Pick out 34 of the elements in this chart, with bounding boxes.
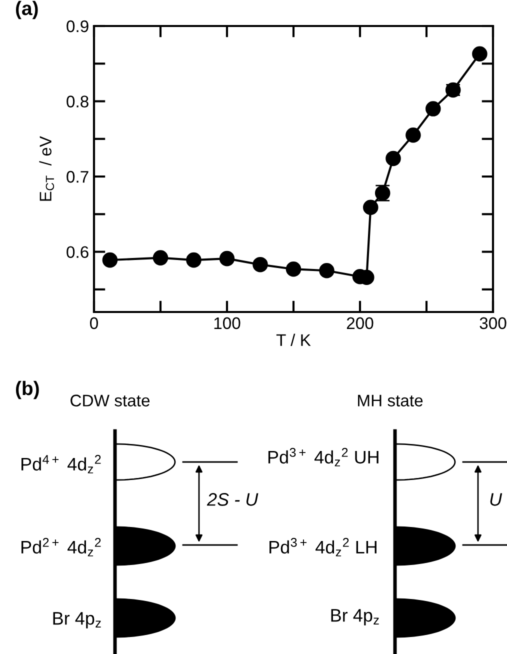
- text: Br 4p$_{z}$: [331, 609, 379, 626]
- y-tick-label: 0.8: [66, 96, 88, 108]
- y-tick-label: 0.6: [66, 246, 88, 258]
- x-tick-label: 300: [480, 317, 506, 330]
- y-tick-label: 0.7: [66, 170, 88, 183]
- text: Pd$^{4+}$ 4d$_{z}$$^{2}$: [22, 454, 101, 474]
- text: 2S - U: [206, 493, 258, 506]
- y-axis-title: E$_{CT}$ / eV: [39, 136, 54, 201]
- text: Br 4p$_{z}$: [53, 612, 101, 628]
- text: MH state: [358, 394, 423, 406]
- point: [363, 200, 378, 216]
- point: [252, 256, 268, 272]
- text: Pd$^{2+}$ 4d$_{z}$$^{2}$: [22, 538, 101, 556]
- x-tick-label: 100: [214, 317, 240, 330]
- x-tick-label: 0: [90, 317, 98, 330]
- text: Pd$^{3+}$ 4d$_{z}$$^{2}$ LH: [270, 538, 376, 556]
- text: Pd$^{3+}$ 4d$_{z}$$^{2}$ UH: [268, 448, 378, 466]
- point: [386, 150, 401, 166]
- point: [219, 250, 235, 266]
- text: CDW state: [70, 394, 150, 406]
- point: [152, 250, 168, 266]
- x-axis-title: T / K: [276, 334, 311, 346]
- text: (b): [16, 380, 39, 400]
- point: [426, 101, 441, 116]
- x-tick-label: 200: [346, 317, 374, 330]
- text: (a): [16, 0, 38, 20]
- point: [406, 127, 421, 143]
- text: U: [490, 493, 502, 506]
- point: [102, 252, 118, 268]
- point: [472, 46, 488, 62]
- point: [186, 252, 202, 268]
- y-tick-label: 0.9: [66, 20, 88, 32]
- point: [286, 261, 302, 277]
- point: [319, 262, 334, 278]
